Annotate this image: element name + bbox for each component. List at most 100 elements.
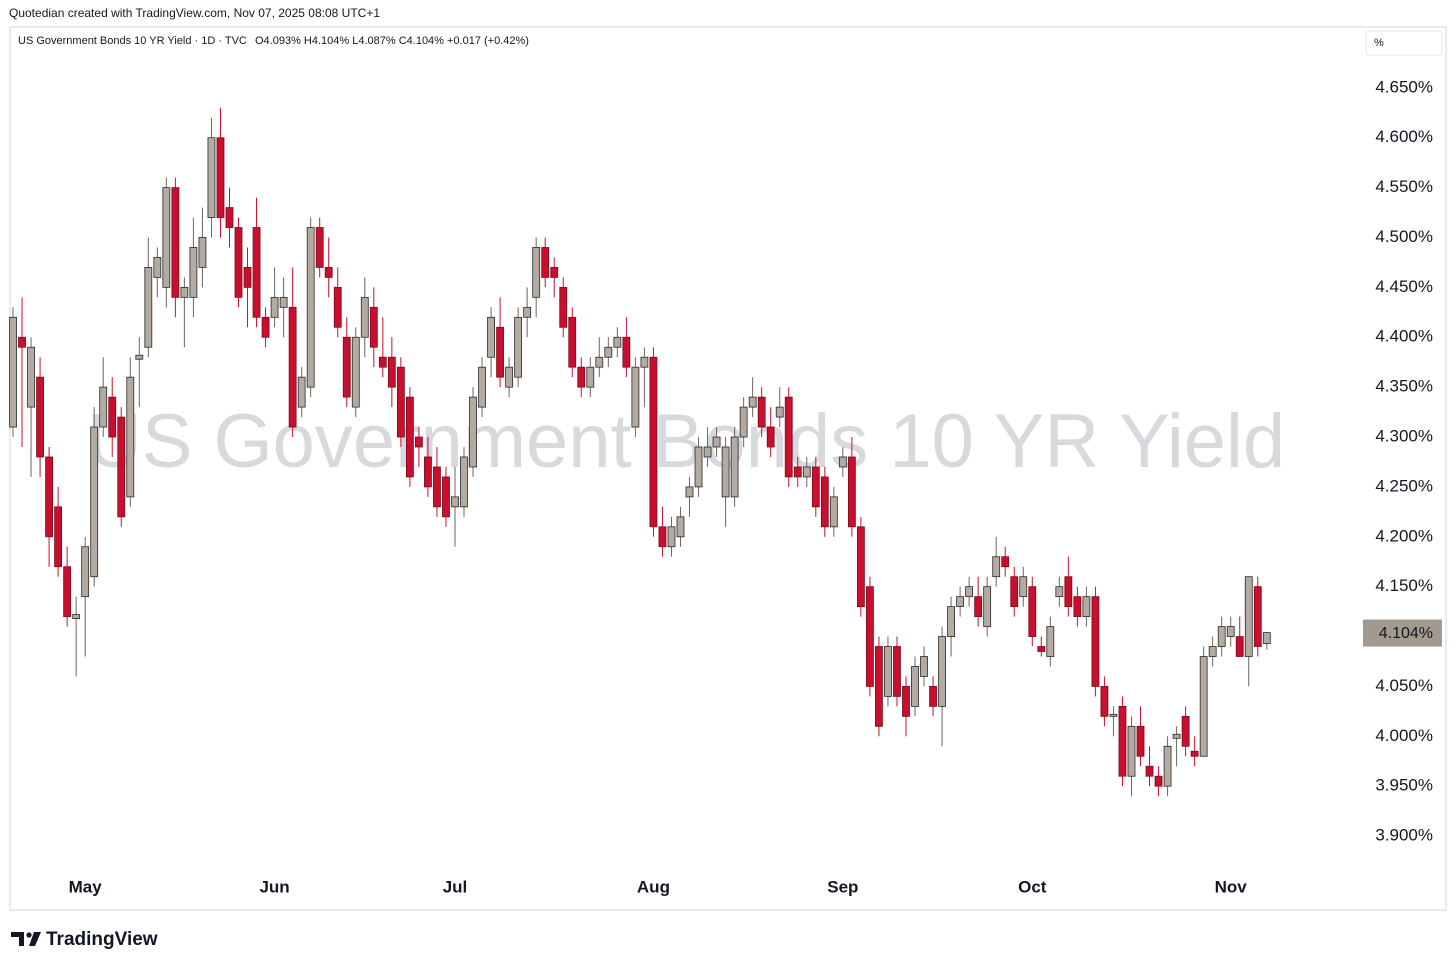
candle-body xyxy=(279,296,288,308)
y-tick-label: 3.900% xyxy=(1375,826,1433,845)
candle-body xyxy=(433,466,441,508)
candle-body xyxy=(1001,556,1010,568)
unit-selector[interactable]: % xyxy=(1374,37,1384,49)
candle-body xyxy=(351,336,360,408)
candle-body xyxy=(793,466,802,478)
candle-body xyxy=(45,456,53,538)
candle-body xyxy=(189,247,198,298)
candle-body xyxy=(369,306,378,348)
candle-body xyxy=(234,227,243,298)
candle-body xyxy=(1235,636,1244,657)
candle-body xyxy=(739,406,748,438)
y-tick-label: 4.450% xyxy=(1375,277,1433,296)
candle-body xyxy=(1100,686,1109,717)
candle-body xyxy=(766,426,775,448)
candle-body xyxy=(884,646,892,697)
candle-body xyxy=(1154,775,1163,787)
candle-body xyxy=(216,137,225,218)
candle-body xyxy=(847,456,856,528)
candle-body xyxy=(802,466,811,478)
brand: TradingView xyxy=(46,929,158,950)
candle-body xyxy=(342,336,351,398)
x-tick-label: May xyxy=(69,877,103,896)
candle-body xyxy=(1010,576,1019,608)
candle-body xyxy=(640,356,649,368)
candle-body xyxy=(306,227,315,388)
candle-body xyxy=(396,366,405,438)
legend-title: US Government Bonds 10 YR Yield · 1D · T… xyxy=(18,35,247,47)
candle-body xyxy=(18,336,26,348)
candle-body xyxy=(1055,586,1064,598)
candle-body xyxy=(270,296,279,318)
candle-body xyxy=(613,336,622,348)
unit-selector-box[interactable] xyxy=(1365,30,1443,56)
candle-body xyxy=(748,396,757,408)
candle-body xyxy=(99,386,108,428)
x-tick-label: Jun xyxy=(259,877,289,896)
candle-body xyxy=(820,476,829,528)
candle-body xyxy=(586,366,595,388)
candle-body xyxy=(36,376,44,458)
candle-body xyxy=(1082,596,1091,617)
candle-body xyxy=(126,376,135,498)
candle-body xyxy=(694,446,703,488)
candle-body xyxy=(1181,715,1190,747)
candle-body xyxy=(649,356,658,528)
x-tick-label: Jul xyxy=(443,877,468,896)
candle-body xyxy=(703,446,712,458)
candle-body xyxy=(63,566,72,617)
candle-body xyxy=(378,356,387,368)
candle-body xyxy=(1190,750,1199,757)
candle-body xyxy=(1028,586,1037,637)
y-tick-label: 4.000% xyxy=(1375,726,1433,745)
y-tick-label: 4.200% xyxy=(1375,526,1433,545)
candle-body xyxy=(685,486,694,498)
candle-body xyxy=(550,267,559,278)
candle-body xyxy=(730,436,739,498)
candle-body xyxy=(1136,725,1145,757)
candle-body xyxy=(541,247,550,278)
candle-body xyxy=(920,656,928,677)
y-tick-label: 4.350% xyxy=(1375,377,1433,396)
candle-body xyxy=(469,396,477,468)
candle-body xyxy=(252,227,261,318)
last-price-box xyxy=(1363,619,1442,647)
candle-body xyxy=(1208,646,1217,657)
candle-body xyxy=(54,506,63,568)
candle-body xyxy=(1019,576,1028,598)
last-price-label: 4.104% xyxy=(1379,625,1433,642)
candle-body xyxy=(460,456,468,508)
candle-body xyxy=(424,456,432,488)
candle-body xyxy=(1064,576,1073,608)
watermark-layer: US Government Bonds 10 YR Yield xyxy=(87,399,1285,484)
candle-body xyxy=(1253,586,1262,647)
candle-body xyxy=(559,286,568,328)
candle-body xyxy=(27,346,35,408)
candle-body xyxy=(514,316,523,378)
candle-body xyxy=(938,636,946,707)
candle-body xyxy=(261,316,270,338)
candle-body xyxy=(171,187,180,298)
candle-body xyxy=(523,306,532,318)
y-tick-label: 4.500% xyxy=(1375,227,1433,246)
candle-body xyxy=(956,596,965,608)
candle-body xyxy=(775,406,784,418)
candle-body xyxy=(1226,626,1235,637)
candle-body xyxy=(415,436,423,448)
candle-body xyxy=(405,396,414,478)
candle-body xyxy=(1145,765,1154,777)
candle-body xyxy=(1109,713,1118,717)
candle-body xyxy=(866,586,874,687)
y-tick-label: 4.600% xyxy=(1375,127,1433,146)
candle-body xyxy=(532,247,541,298)
legend-values: O4.093% H4.104% L4.087% C4.104% +0.017 (… xyxy=(255,35,529,47)
candle-body xyxy=(360,296,369,338)
candle-body xyxy=(784,396,793,478)
logo-shape xyxy=(29,932,41,946)
y-tick-label: 4.250% xyxy=(1375,476,1433,495)
candle-body xyxy=(496,326,504,378)
x-tick-label: Sep xyxy=(827,877,858,896)
candle-body xyxy=(947,606,955,637)
candle-body xyxy=(1046,626,1055,657)
candle-body xyxy=(676,516,685,538)
